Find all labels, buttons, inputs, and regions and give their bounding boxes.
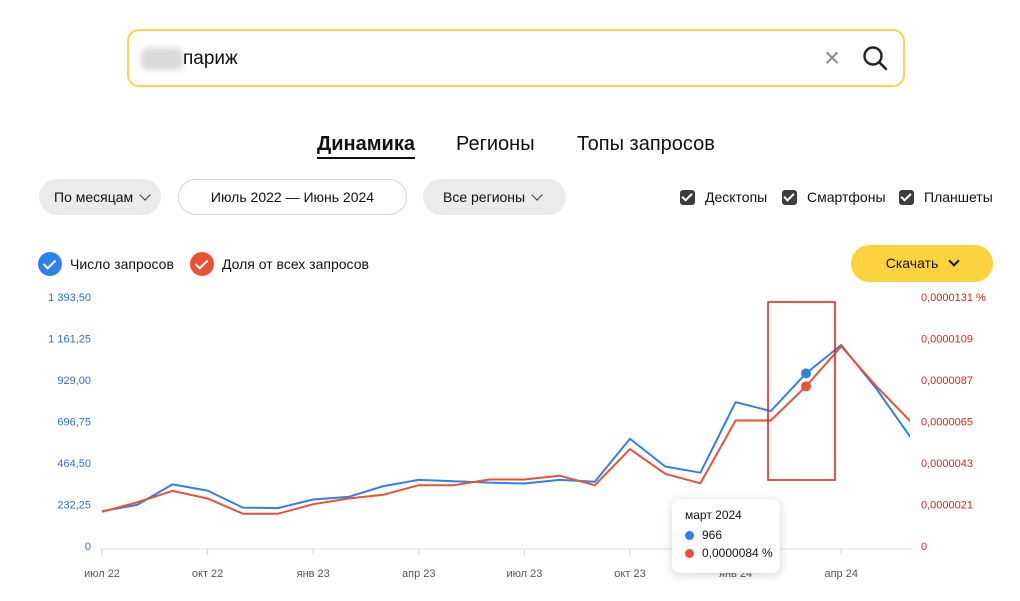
period-select[interactable]: По месяцам bbox=[39, 179, 161, 215]
share-highlight-point bbox=[801, 381, 811, 392]
tooltip-queries-value: 966 bbox=[702, 528, 723, 542]
checkbox-checked-icon bbox=[680, 190, 695, 205]
checkbox-desktops[interactable]: Десктопы bbox=[680, 187, 767, 207]
checkbox-desktops-label: Десктопы bbox=[705, 189, 768, 205]
legend-share-label: Доля от всех запросов bbox=[222, 256, 369, 272]
tooltip-title: март 2024 bbox=[685, 508, 742, 522]
legend-toggle-queries[interactable]: Число запросов bbox=[38, 252, 174, 276]
checkbox-smartphones-label: Смартфоны bbox=[807, 189, 886, 205]
legend-toggle-share[interactable]: Доля от всех запросов bbox=[190, 252, 369, 276]
check-circle-icon bbox=[190, 252, 214, 276]
share-series-line bbox=[101, 345, 910, 515]
date-range-picker[interactable]: Июль 2022 — Июнь 2024 bbox=[178, 179, 407, 215]
y-right-tick-label: 0,0000065 bbox=[921, 417, 973, 429]
period-select-label: По месяцам bbox=[54, 189, 134, 205]
y-left-tick-label: 0 bbox=[85, 541, 91, 553]
search-query-text[interactable]: париж bbox=[183, 48, 238, 69]
y-left-tick-label: 232,25 bbox=[57, 500, 91, 512]
tooltip-share-value: 0,0000084 % bbox=[702, 546, 773, 560]
check-circle-icon bbox=[38, 252, 62, 276]
series-dot-icon bbox=[685, 531, 694, 540]
queries-series-line bbox=[101, 344, 910, 513]
x-tick-label: апр 23 bbox=[402, 568, 435, 580]
checkbox-smartphones[interactable]: Смартфоны bbox=[782, 187, 886, 207]
region-select-label: Все регионы bbox=[443, 189, 526, 205]
chevron-down-icon bbox=[948, 255, 960, 267]
tooltip-share-row: 0,0000084 % bbox=[685, 546, 773, 560]
tooltip-queries-row: 966 bbox=[685, 528, 722, 542]
y-left-tick-label: 1 393,50 bbox=[48, 292, 91, 304]
dynamics-chart[interactable]: 0 232,25 464,50 696,75 929,00 1 161,25 1 393,5… bbox=[0, 285, 1020, 585]
chevron-down-icon bbox=[139, 189, 151, 201]
region-select[interactable]: Все регионы bbox=[423, 179, 566, 215]
y-right-tick-label: 0,0000131 % bbox=[921, 292, 986, 304]
date-range-label: Июль 2022 — Июнь 2024 bbox=[210, 189, 375, 205]
y-right-tick-label: 0 bbox=[921, 541, 927, 553]
search-icon[interactable] bbox=[861, 44, 889, 72]
blurred-query-prefix bbox=[141, 48, 183, 70]
checkbox-tablets[interactable]: Планшеты bbox=[899, 187, 993, 207]
checkbox-tablets-label: Планшеты bbox=[924, 189, 993, 205]
queries-highlight-point bbox=[801, 368, 811, 379]
search-bar[interactable]: париж × bbox=[127, 29, 905, 87]
tab-bar: Динамика Регионы Топы запросов bbox=[0, 131, 1020, 161]
y-left-tick-label: 929,00 bbox=[57, 375, 91, 387]
tab-regions[interactable]: Регионы bbox=[456, 133, 535, 155]
y-right-tick-label: 0,0000043 bbox=[921, 458, 973, 470]
x-tick-label: апр 24 bbox=[824, 568, 857, 580]
chevron-down-icon bbox=[531, 189, 543, 201]
x-tick-label: янв 23 bbox=[297, 568, 330, 580]
download-button[interactable]: Скачать bbox=[851, 245, 993, 282]
chart-tooltip: март 2024 966 0,0000084 % bbox=[672, 499, 780, 573]
download-button-label: Скачать bbox=[885, 255, 939, 271]
tab-dynamics[interactable]: Динамика bbox=[317, 131, 415, 159]
x-tick-label: июл 23 bbox=[506, 568, 542, 580]
y-right-tick-label: 0,0000021 bbox=[921, 500, 973, 512]
series-dot-icon bbox=[685, 549, 694, 558]
legend-queries-label: Число запросов bbox=[70, 256, 174, 272]
y-left-tick-label: 464,50 bbox=[57, 458, 91, 470]
highlight-annotation-box bbox=[767, 301, 836, 481]
tab-top-queries[interactable]: Топы запросов bbox=[577, 133, 715, 155]
y-left-tick-label: 1 161,25 bbox=[48, 334, 91, 346]
checkbox-checked-icon bbox=[782, 190, 797, 205]
y-right-tick-label: 0,0000087 bbox=[921, 375, 973, 387]
x-tick-label: окт 23 bbox=[614, 568, 645, 580]
close-icon[interactable]: × bbox=[823, 42, 841, 73]
checkbox-checked-icon bbox=[899, 190, 914, 205]
x-tick-label: июл 22 bbox=[84, 568, 120, 580]
y-left-tick-label: 696,75 bbox=[57, 417, 91, 429]
y-right-tick-label: 0,0000109 bbox=[921, 334, 973, 346]
x-tick-label: окт 22 bbox=[192, 568, 223, 580]
